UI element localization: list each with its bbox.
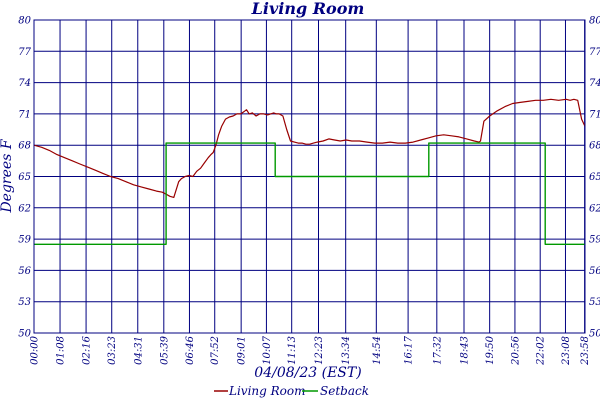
y-tick-label-right: 50 [589, 329, 600, 340]
y-tick-label: 56 [18, 266, 31, 277]
y-tick-label-right: 53 [589, 297, 600, 308]
y-tick-label-right: 71 [589, 109, 600, 120]
x-tick-label: 04:31 [133, 336, 144, 365]
legend-label-setback: Setback [320, 384, 369, 398]
x-tick-label: 00:00 [30, 335, 41, 364]
x-tick-labels: 00:00 01:08 02:16 03:23 04:31 05:39 06:46 07:52… [30, 335, 592, 365]
y-tick-label: 80 [18, 16, 31, 27]
y-tick-label-right: 59 [589, 235, 600, 246]
x-tick-label: 17:32 [432, 336, 443, 365]
x-tick-label: 10:07 [262, 335, 273, 364]
y-tick-label-right: 74 [589, 78, 600, 89]
y-tick-label: 68 [18, 141, 31, 152]
chart-title: Living Room [251, 0, 365, 18]
y-tick-label-right: 62 [589, 203, 600, 214]
series-line-living-room [33, 98, 586, 198]
y-tick-label-right: 68 [589, 141, 600, 152]
x-tick-label: 19:50 [485, 335, 496, 364]
y-tick-label: 77 [18, 47, 31, 58]
x-tick-label: 09:01 [237, 336, 248, 365]
x-tick-label: 20:56 [510, 335, 521, 365]
y-tick-labels-right: 50 53 56 59 62 65 68 71 74 77 80 [589, 16, 600, 340]
x-tick-label: 05:39 [159, 335, 170, 364]
y-tick-label: 62 [18, 203, 31, 214]
y-tick-label-right: 80 [589, 16, 600, 27]
x-tick-label: 23:08 [561, 336, 572, 366]
y-tick-label: 74 [18, 78, 31, 89]
plot-frame [33, 19, 586, 334]
x-tick-label: 12:23 [314, 336, 325, 365]
y-tick-label: 59 [18, 235, 31, 246]
y-axis-title: Degrees F [0, 138, 15, 213]
series-line-setback [34, 142, 585, 246]
x-tick-label: 14:54 [372, 336, 383, 365]
y-tick-label-right: 56 [589, 266, 600, 277]
x-tick-label: 18:43 [460, 336, 471, 365]
x-tick-label: 01:08 [56, 336, 67, 365]
y-tick-labels-left: 50 53 56 59 62 65 68 71 74 77 80 [18, 16, 31, 340]
x-tick-label: 16:17 [404, 335, 415, 364]
y-tick-label: 71 [18, 109, 31, 120]
x-tick-label: 11:13 [287, 336, 298, 365]
legend: Living Room Setback [214, 384, 369, 398]
series-layer [33, 98, 586, 246]
y-tick-label-right: 77 [589, 47, 600, 58]
x-tick-label: 13:34 [341, 336, 352, 365]
x-axis-title: 04/08/23 (EST) [254, 365, 361, 381]
y-tick-label: 65 [18, 172, 31, 183]
y-tick-label: 53 [18, 297, 31, 308]
x-tick-label: 23:58 [580, 336, 591, 366]
x-tick-label: 07:52 [210, 336, 221, 365]
x-tick-label: 02:16 [82, 335, 93, 364]
y-tick-label-right: 65 [589, 172, 600, 183]
x-tick-label: 03:23 [107, 336, 118, 365]
x-tick-label: 22:02 [536, 336, 547, 366]
y-tick-label: 50 [18, 329, 31, 340]
legend-label-living-room: Living Room [228, 384, 306, 398]
x-tick-label: 06:46 [185, 335, 196, 364]
